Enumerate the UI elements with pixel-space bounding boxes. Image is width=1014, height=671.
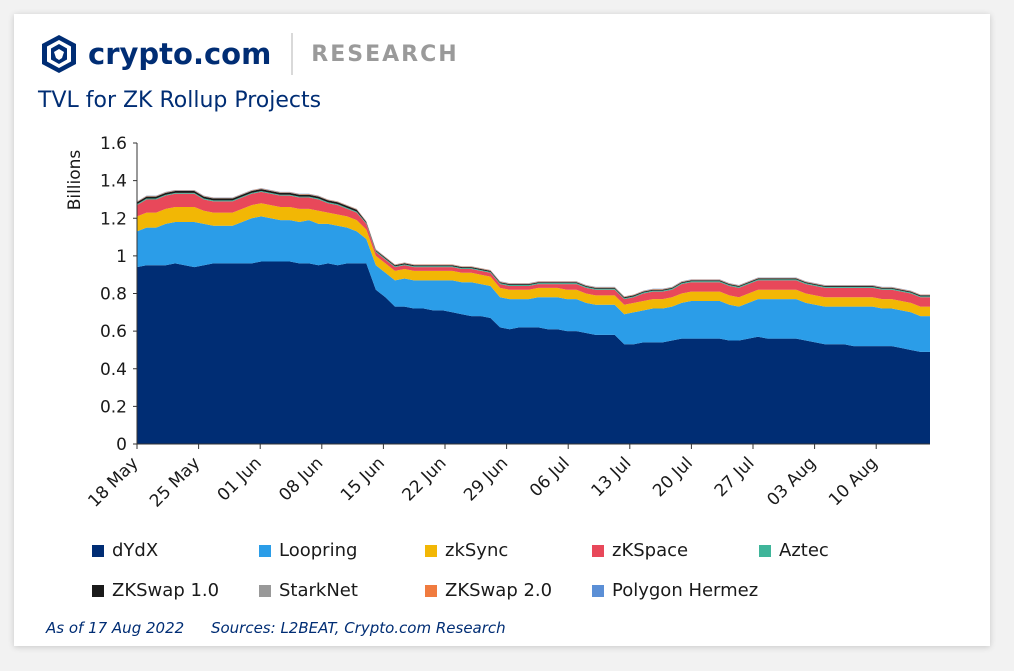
as-of-date: As of 17 Aug 2022 (46, 619, 185, 637)
legend-item: ZKSwap 1.0 (92, 580, 219, 601)
x-tick-label-0: 18 May (84, 453, 142, 511)
y-tick-label-7: 1.4 (100, 172, 127, 192)
x-tick-label-1: 25 May (146, 453, 204, 511)
legend-label: Aztec (779, 540, 829, 561)
brand-section: RESEARCH (311, 41, 459, 67)
x-tick-label-7: 06 Jul (526, 453, 574, 501)
x-tick-label-5: 22 Jun (398, 453, 450, 505)
series-area-1 (137, 216, 930, 352)
legend-swatch (259, 584, 271, 597)
legend-swatch (592, 544, 604, 557)
legend-label: ZKSwap 1.0 (112, 580, 220, 601)
legend-swatch (259, 544, 271, 557)
footnote: As of 17 Aug 2022 Sources: L2BEAT, Crypt… (46, 619, 528, 637)
legend-item: zkSync (425, 540, 508, 561)
legend-label: zKSpace (612, 540, 689, 561)
series-area-5 (137, 189, 930, 299)
y-axis-label: Billions (65, 150, 85, 211)
legend-swatch (92, 584, 104, 597)
y-tick-label-3: 0.6 (100, 322, 127, 342)
legend-swatch (425, 544, 437, 557)
legend-label: StarkNet (279, 580, 358, 601)
legend-item: Loopring (259, 540, 357, 561)
legend-label: dYdX (112, 540, 159, 561)
legend-label: Loopring (279, 540, 358, 561)
legend-swatch (425, 584, 437, 597)
legend-swatch (592, 584, 604, 597)
chart-legend: dYdX Loopring zkSync zKSpace Aztec ZKSwap 1.0… (92, 540, 992, 610)
x-tick-label-12: 10 Aug (825, 453, 882, 510)
y-tick-label-8: 1.6 (100, 134, 127, 154)
chart-title: TVL for ZK Rollup Projects (38, 88, 322, 113)
y-tick-label-4: 0.8 (100, 285, 127, 305)
x-tick-label-8: 13 Jul (588, 453, 636, 501)
x-tick-label-2: 01 Jun (214, 453, 266, 505)
series-area-2 (137, 203, 930, 317)
legend-label: Polygon Hermez (612, 580, 759, 601)
brand-header: crypto.com RESEARCH (40, 33, 459, 75)
legend-label: zkSync (445, 540, 509, 561)
x-tick-label-6: 29 Jun (460, 453, 512, 505)
legend-item: zKSpace (592, 540, 688, 561)
y-tick-label-2: 0.4 (100, 360, 127, 380)
x-tick-label-9: 20 Jul (649, 453, 697, 501)
x-tick-label-11: 03 Aug (763, 453, 820, 510)
brand-divider (291, 33, 294, 75)
sources-note: Sources: L2BEAT, Crypto.com Research (210, 619, 506, 637)
legend-swatch (92, 544, 104, 557)
brand-name: crypto.com (88, 37, 272, 71)
legend-swatch (759, 544, 771, 557)
legend-label: ZKSwap 2.0 (445, 580, 553, 601)
x-tick-label-3: 08 Jun (275, 453, 327, 505)
crypto-com-lion-shield-icon (42, 35, 76, 73)
y-tick-label-6: 1.2 (100, 209, 127, 229)
legend-item: Aztec (759, 540, 829, 561)
x-tick-label-10: 27 Jul (711, 453, 759, 501)
legend-item: StarkNet (259, 580, 358, 601)
legend-item: dYdX (92, 540, 158, 561)
series-area-0 (137, 261, 930, 444)
y-tick-label-0: 0 (116, 435, 127, 455)
x-tick-label-4: 15 Jun (337, 453, 389, 505)
y-tick-label-1: 0.2 (100, 397, 127, 417)
legend-item: Polygon Hermez (592, 580, 758, 601)
y-tick-label-5: 1 (116, 247, 127, 267)
series-area-3 (137, 191, 930, 307)
legend-item: ZKSwap 2.0 (425, 580, 552, 601)
